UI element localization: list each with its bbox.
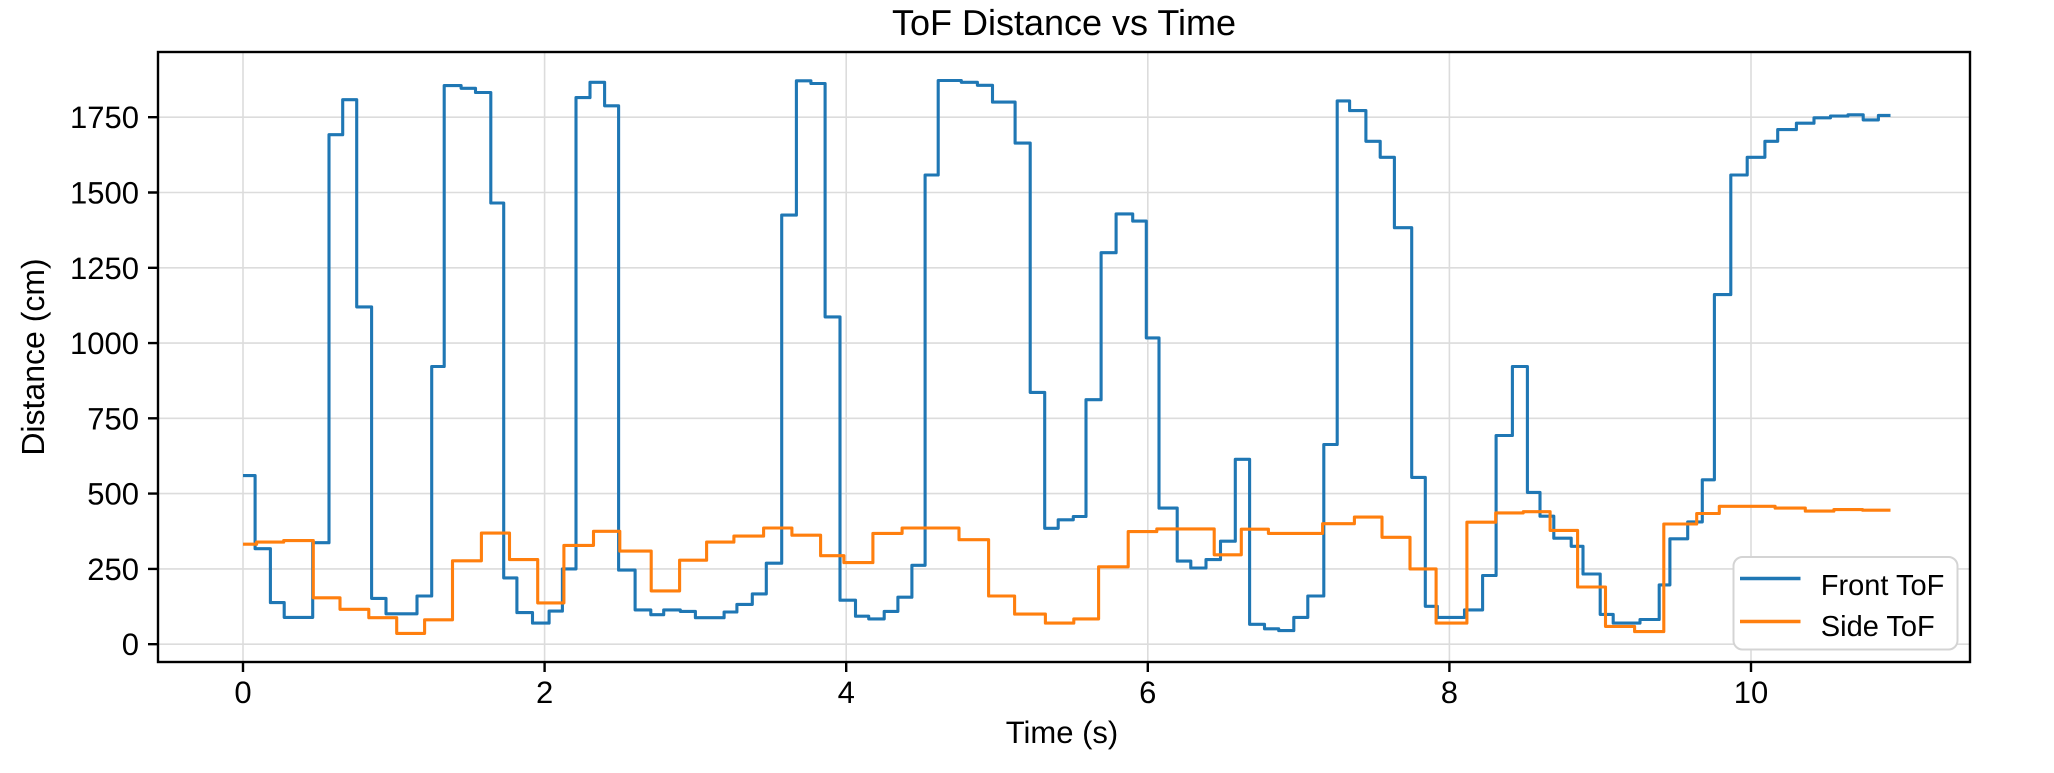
- svg-text:1000: 1000: [70, 326, 139, 361]
- svg-text:0: 0: [122, 627, 139, 662]
- svg-text:500: 500: [87, 477, 139, 512]
- svg-text:6: 6: [1139, 675, 1156, 710]
- svg-text:4: 4: [838, 675, 855, 710]
- svg-text:750: 750: [87, 401, 139, 436]
- svg-text:ToF Distance vs Time: ToF Distance vs Time: [892, 2, 1236, 43]
- svg-text:1750: 1750: [70, 100, 139, 135]
- svg-text:250: 250: [87, 552, 139, 587]
- svg-text:8: 8: [1441, 675, 1458, 710]
- svg-text:1500: 1500: [70, 176, 139, 211]
- svg-text:2: 2: [536, 675, 553, 710]
- svg-text:Front ToF: Front ToF: [1821, 570, 1945, 602]
- svg-text:Distance (cm): Distance (cm): [15, 258, 51, 455]
- svg-text:Side ToF: Side ToF: [1821, 611, 1935, 643]
- svg-text:1250: 1250: [70, 251, 139, 286]
- svg-text:10: 10: [1734, 675, 1768, 710]
- svg-text:Time (s): Time (s): [1006, 715, 1119, 750]
- svg-text:0: 0: [234, 675, 251, 710]
